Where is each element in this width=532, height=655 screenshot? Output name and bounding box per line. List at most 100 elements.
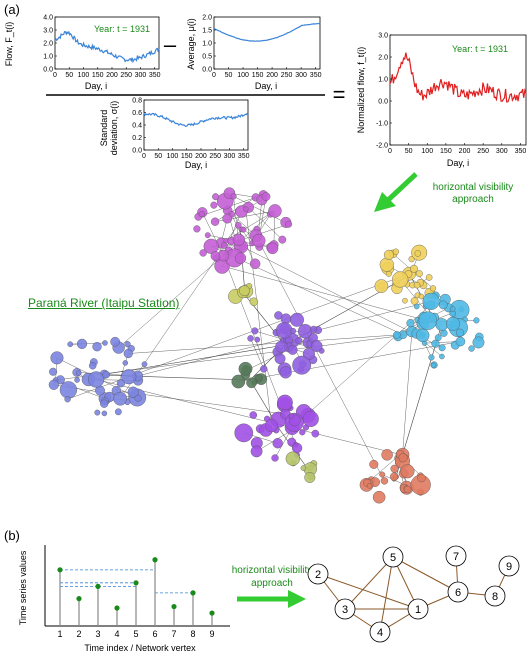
std-ytick: 0.4 <box>132 123 142 130</box>
network-vertex <box>101 410 108 417</box>
norm-xlabel: Day, i <box>447 158 469 168</box>
std-xtick: 300 <box>224 153 236 160</box>
network-vertex <box>251 327 259 335</box>
network-vertex <box>124 341 131 348</box>
network-vertex <box>468 345 475 352</box>
network-vertex <box>250 445 263 458</box>
flow-xtick: 250 <box>120 72 132 79</box>
series-point <box>57 567 63 573</box>
network-vertex <box>438 344 446 352</box>
network-vertex <box>204 232 211 239</box>
network-vertex <box>418 293 425 300</box>
network-vertex <box>134 394 142 402</box>
flow-plot: Year: t = 1931 0.0 1.0 2.0 3.0 4.0 0 50 100 150… <box>4 15 161 92</box>
series-point <box>95 583 101 589</box>
network-vertex <box>280 313 292 324</box>
network-vertex <box>243 206 249 212</box>
avg-xtick: 300 <box>295 72 307 79</box>
network-vertex <box>220 242 228 249</box>
x-index-label: 5 <box>133 629 138 639</box>
network-vertex <box>268 204 282 218</box>
network-vertex <box>406 319 415 328</box>
avg-ytick: 0.0 <box>202 67 212 74</box>
network-vertex <box>272 438 283 449</box>
network-vertex <box>392 248 399 255</box>
network-vertex <box>277 394 293 411</box>
network-vertex <box>413 303 420 310</box>
flow-ytick: 2.0 <box>43 41 53 48</box>
network-vertex <box>114 408 122 416</box>
network-vertex <box>285 220 293 228</box>
network-vertex <box>92 342 102 352</box>
norm-year-label: Year: t = 1931 <box>452 44 508 54</box>
network-vertex <box>230 193 237 200</box>
hva-top-line2: approach <box>452 194 494 205</box>
panel-b-label: (b) <box>4 528 20 543</box>
hva-bottom-line1: horizontal visibility <box>232 565 313 576</box>
series-point <box>152 557 158 563</box>
x-index-label: 9 <box>209 629 214 639</box>
graph-node-label: 5 <box>390 552 396 564</box>
network-vertex <box>300 465 307 471</box>
panel-b-xlabel: Time index / Network vertex <box>84 643 196 653</box>
network-vertex <box>261 192 271 202</box>
graph-node <box>382 546 404 568</box>
network-vertex <box>94 409 101 416</box>
x-index-label: 2 <box>76 629 81 639</box>
network-vertex <box>239 285 250 297</box>
network-edge <box>222 265 442 325</box>
network-edge <box>248 207 283 240</box>
network-vertex <box>49 367 58 376</box>
avg-ytick: 1.5 <box>202 28 212 35</box>
network-edge <box>255 235 385 481</box>
network-vertex <box>76 338 88 349</box>
flow-ytick: 4.0 <box>43 15 53 22</box>
panel-b: Time series values Time index / Network … <box>18 545 520 653</box>
network-vertex <box>271 454 279 462</box>
network-vertex <box>414 250 422 257</box>
network-vertex <box>64 396 71 403</box>
network-vertex <box>75 370 82 376</box>
network-vertex <box>418 311 438 330</box>
network-vertex <box>247 335 254 342</box>
network-edge <box>96 379 401 455</box>
norm-ytick: -2.0 <box>376 143 388 150</box>
network-vertex <box>422 292 440 310</box>
network-vertex <box>123 348 133 359</box>
hva-arrow-top <box>374 172 418 212</box>
network-vertex <box>413 281 421 289</box>
hva-bottom-line2: approach <box>251 578 293 589</box>
norm-ytick: -1.0 <box>376 121 388 128</box>
network-vertex <box>222 213 233 224</box>
network-vertex <box>102 370 110 379</box>
network-vertex <box>473 317 480 324</box>
network-edge <box>250 338 264 369</box>
flow-xtick: 0 <box>53 72 57 79</box>
flow-xtick: 100 <box>78 72 90 79</box>
x-index-label: 8 <box>190 629 195 639</box>
network-vertex <box>455 336 466 347</box>
network-vertex <box>403 485 412 494</box>
network-vertex <box>274 353 286 365</box>
graph-node-label: 1 <box>415 604 421 616</box>
network-vertex <box>290 327 297 334</box>
network-vertex <box>100 399 109 408</box>
graph-node <box>447 581 469 603</box>
network-vertex <box>141 361 148 368</box>
flow-xtick: 350 <box>149 72 161 79</box>
network-edge <box>202 212 224 256</box>
network-vertex <box>429 285 437 292</box>
network-vertex <box>383 249 394 260</box>
flow-xtick: 150 <box>92 72 104 79</box>
network-vertex <box>374 279 389 293</box>
flow-series-line <box>54 30 160 64</box>
network-vertex <box>249 411 258 419</box>
network-vertex <box>372 490 386 504</box>
network-vertex <box>249 258 261 270</box>
graph-edge <box>392 556 459 593</box>
std-xtick: 0 <box>142 153 146 160</box>
network-vertex <box>260 365 268 373</box>
network-vertex <box>438 300 448 310</box>
network-vertex <box>266 242 279 255</box>
graph-node <box>369 621 391 643</box>
